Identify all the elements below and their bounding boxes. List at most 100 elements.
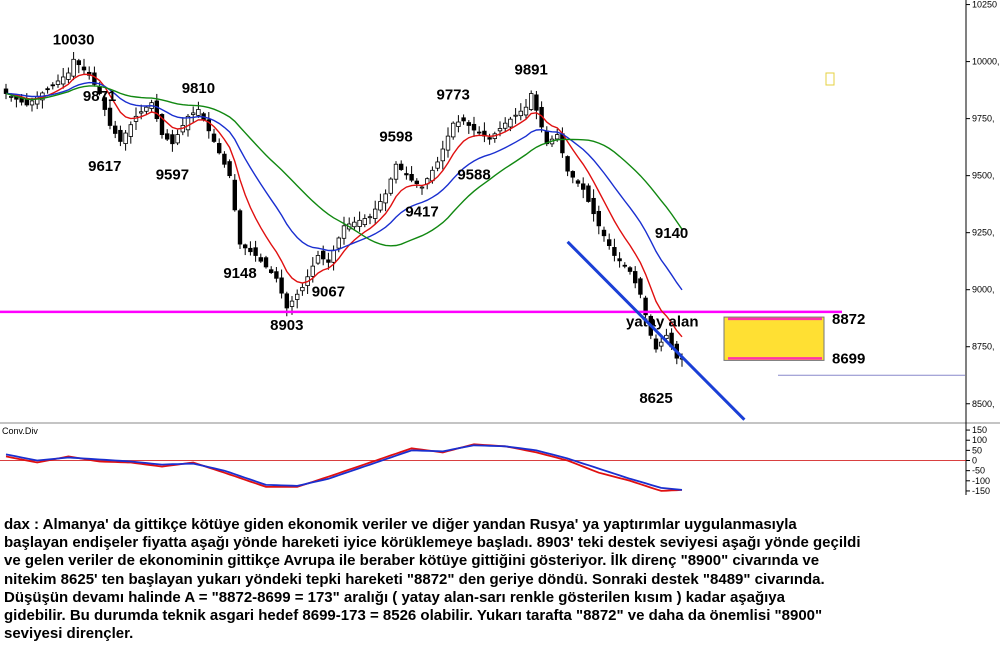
candle-body (476, 131, 482, 134)
candle-body (71, 58, 76, 77)
price-annotation: 9148 (223, 265, 256, 282)
candle-body (471, 123, 477, 131)
commentary-line: dax : Almanya' da gittikçe kötüye giden … (4, 516, 797, 533)
price-annotation: 9810 (182, 80, 215, 97)
price-annotation: 9588 (457, 167, 490, 184)
candle-body (570, 171, 575, 178)
commentary-text: dax : Almanya' da gittikçe kötüye giden … (4, 516, 994, 643)
candle-body (206, 119, 211, 132)
osc-tick-label: 50 (972, 445, 982, 455)
candle-body (300, 287, 305, 292)
price-annotation: 10030 (53, 32, 95, 49)
candle-body (456, 121, 461, 127)
candle-body (8, 95, 14, 98)
candle-body (518, 110, 523, 117)
candle-body (294, 293, 300, 300)
candle-body (581, 183, 586, 190)
candle-body (466, 122, 471, 126)
candle-body (508, 118, 513, 128)
candle-body (664, 334, 669, 339)
candle-body (263, 257, 269, 268)
candle-body (596, 210, 601, 227)
candle-body (601, 229, 607, 237)
candle-body (170, 134, 175, 145)
candle-body (310, 265, 315, 277)
moving-average-red (5, 73, 683, 338)
candle-body (211, 133, 217, 142)
candle-body (419, 186, 425, 189)
candle-body (113, 125, 118, 134)
candle-body (253, 247, 258, 256)
zone-level-label: 8872 (832, 311, 865, 328)
price-annotation: 9067 (312, 283, 345, 300)
candle-body (175, 134, 180, 144)
candle-body (555, 134, 560, 140)
candle-body (383, 193, 388, 204)
candle-body (144, 106, 149, 112)
candle-body (29, 100, 35, 106)
yatay-alan-zone (723, 316, 825, 361)
candles (3, 51, 685, 367)
candle-body (185, 115, 191, 131)
candle-body (159, 114, 165, 135)
price-annotation: 9773 (437, 86, 470, 103)
candle-body (586, 185, 591, 202)
candle-body (284, 293, 289, 309)
candle-body (118, 129, 123, 142)
candle-body (3, 88, 9, 94)
candle-body (534, 94, 539, 111)
candle-body (279, 277, 284, 294)
candle-body (341, 225, 347, 239)
candle-body (227, 161, 232, 177)
price-annotation: 9891 (515, 61, 548, 78)
zone-level-label: 8699 (832, 350, 865, 367)
price-panel: 10250 10000, 9750, 9500, 9250, 9000, 8750, 8500… (0, 0, 1000, 495)
candle-body (607, 239, 612, 246)
osc-tick-label: -50 (972, 466, 985, 476)
y-tick-label: 10250 (972, 0, 997, 10)
candle-body (440, 148, 445, 162)
candle-body (622, 264, 627, 267)
price-annotation: 8625 (639, 390, 672, 407)
price-annotation: 9140 (655, 225, 688, 242)
candle-body (367, 216, 373, 219)
candle-body (497, 128, 503, 132)
candle-body (633, 271, 638, 284)
candle-body (81, 66, 87, 71)
candle-body (398, 163, 404, 170)
commentary-line: gidebilir. Bu durumda teknik asgari hede… (4, 607, 823, 625)
candle-body (612, 247, 617, 256)
candle-body (575, 180, 581, 184)
y-tick-label: 8500, (972, 399, 995, 409)
oscillator-red-line (5, 443, 683, 492)
candle-body (523, 106, 529, 116)
downtrend-line (566, 240, 746, 421)
y-tick-label: 9500, (972, 171, 995, 181)
price-annotation: 9598 (379, 128, 412, 145)
candle-body (24, 99, 29, 106)
candle-body (445, 135, 451, 151)
candle-body (362, 218, 367, 225)
candle-body (409, 173, 414, 181)
candle-body (591, 197, 596, 215)
candle-body (138, 111, 144, 114)
osc-tick-label: 150 (972, 425, 987, 435)
candle-body (393, 163, 399, 180)
candle-body (450, 122, 456, 138)
candle-body (502, 122, 508, 129)
candle-body (50, 84, 55, 87)
candle-body (237, 210, 243, 245)
osc-tick-label: -100 (972, 476, 990, 486)
osc-tick-label: -150 (972, 486, 990, 496)
candle-body (222, 153, 227, 165)
candle-body (76, 60, 81, 66)
candle-body (659, 341, 664, 347)
y-tick-label: 9000, (972, 285, 995, 295)
osc-tick-label: 0 (972, 456, 977, 466)
candle-body (352, 221, 357, 228)
candle-body (357, 219, 362, 227)
candle-body (55, 80, 61, 85)
candle-body (232, 179, 237, 211)
candle-body (258, 257, 263, 262)
candle-body (274, 271, 279, 279)
